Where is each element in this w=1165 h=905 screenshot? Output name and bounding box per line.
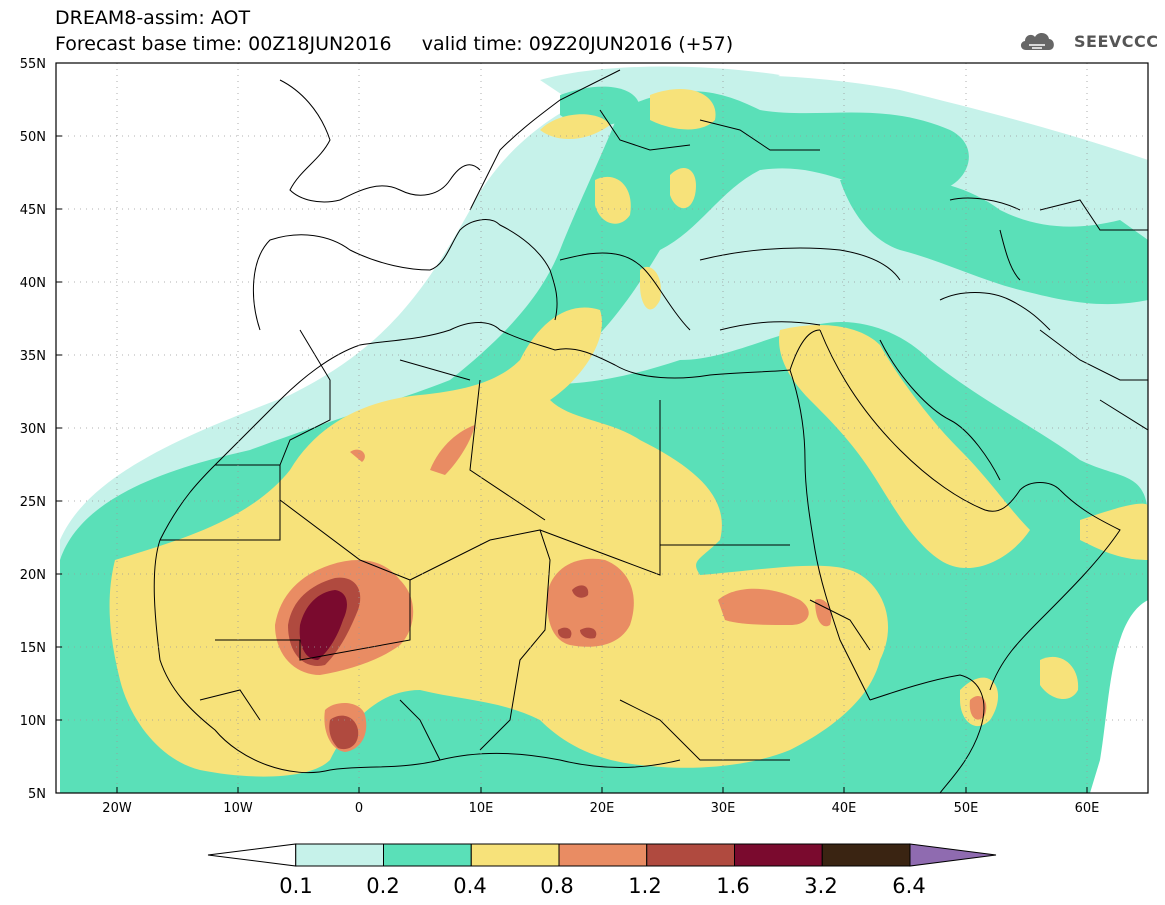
legend-label: 3.2 — [804, 874, 837, 898]
lat-label: 30N — [20, 422, 46, 437]
lon-label: 20E — [590, 801, 615, 816]
legend-swatch — [646, 843, 735, 867]
legend-label: 0.1 — [279, 874, 312, 898]
lon-label: 0 — [355, 801, 363, 816]
map-title: DREAM8-assim: AOT — [55, 7, 251, 29]
legend-labels: 0.1 0.2 0.4 0.8 1.2 1.6 3.2 6.4 — [279, 874, 925, 898]
valid-time: valid time: 09Z20JUN2016 (+57) — [421, 33, 734, 55]
legend-swatch — [295, 843, 384, 867]
legend-label: 1.2 — [628, 874, 661, 898]
cloud-logo-icon — [1020, 33, 1054, 50]
lon-label: 20W — [102, 801, 132, 816]
legend-label: 0.4 — [453, 874, 486, 898]
lon-label: 60E — [1075, 801, 1100, 816]
lat-label: 15N — [20, 641, 46, 656]
lon-label: 40E — [832, 801, 857, 816]
legend-swatch — [821, 843, 911, 867]
aot-band-1.6-3.2 — [299, 590, 347, 660]
lat-label: 5N — [28, 787, 46, 802]
lat-label: 55N — [20, 57, 46, 72]
lat-label: 20N — [20, 568, 46, 583]
aot-fields — [60, 66, 1148, 793]
graticule — [56, 63, 1148, 793]
lat-label: 50N — [20, 130, 46, 145]
legend-label: 1.6 — [716, 874, 749, 898]
forecast-time-line: Forecast base time: 00Z18JUN2016 valid t… — [55, 34, 733, 54]
lat-label: 10N — [20, 714, 46, 729]
lat-label: 25N — [20, 495, 46, 510]
lon-label: 30E — [711, 801, 736, 816]
latitude-labels: 55N 50N 45N 40N 35N 30N 25N 20N 15N 10N … — [20, 57, 46, 802]
lon-label: 10E — [469, 801, 494, 816]
lat-label: 45N — [20, 203, 46, 218]
legend-label: 0.2 — [366, 874, 399, 898]
legend-label: 6.4 — [892, 874, 925, 898]
legend-arrow-high — [909, 843, 997, 867]
logo-text: SEEVCCC — [1074, 32, 1159, 51]
lat-label: 40N — [20, 276, 46, 291]
legend-label: 0.8 — [540, 874, 573, 898]
longitude-labels: 20W 10W 0 10E 20E 30E 40E 50E 60E — [102, 801, 1099, 816]
lon-label: 50E — [954, 801, 979, 816]
lat-label: 35N — [20, 349, 46, 364]
ticks — [56, 62, 1088, 793]
legend-swatch — [734, 843, 823, 867]
base-time: Forecast base time: 00Z18JUN2016 — [55, 33, 392, 55]
legend-arrow-low — [207, 843, 297, 867]
coastlines — [153, 69, 1148, 793]
legend-swatch — [383, 843, 472, 867]
legend-swatch — [470, 843, 560, 867]
lon-label: 10W — [223, 801, 253, 816]
color-legend — [207, 843, 997, 867]
legend-swatch — [558, 843, 648, 867]
